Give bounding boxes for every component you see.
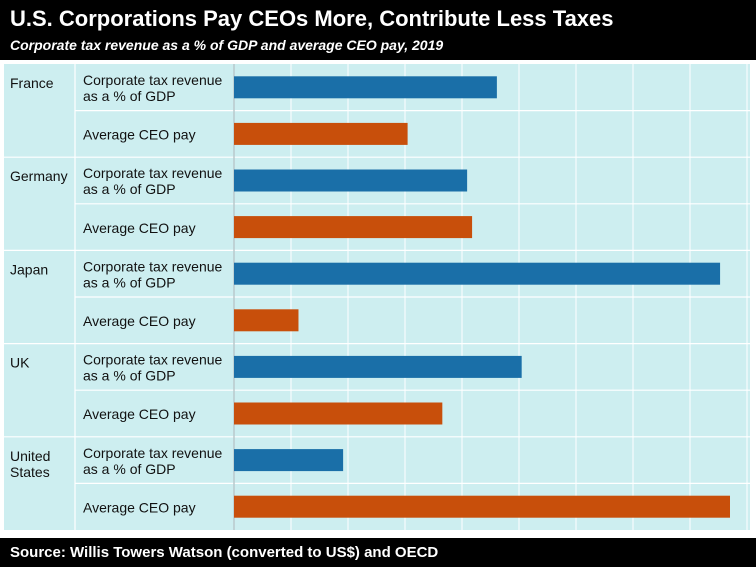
chart-footer: Source: Willis Towers Watson (converted … — [0, 538, 756, 567]
measure-label: Corporate tax revenue as a % of GDP — [83, 445, 223, 477]
country-label: Japan — [10, 261, 48, 277]
chart-header: U.S. Corporations Pay CEOs More, Contrib… — [0, 0, 756, 60]
measure-label: Average CEO pay — [83, 406, 196, 422]
tax-revenue-bar — [234, 169, 468, 192]
tax-revenue-bar — [234, 449, 344, 472]
tax-revenue-bar — [234, 262, 721, 285]
ceo-pay-bar — [234, 216, 473, 239]
country-label: UK — [10, 355, 30, 371]
ceo-pay-bar — [234, 122, 408, 145]
tax-revenue-bar — [234, 355, 522, 378]
country-label: Germany — [10, 168, 68, 184]
chart-title: U.S. Corporations Pay CEOs More, Contrib… — [10, 6, 614, 31]
source-note: Source: Willis Towers Watson (converted … — [10, 544, 439, 561]
tax-revenue-bar — [234, 76, 497, 99]
country-label: United States — [10, 448, 50, 480]
measure-label: Corporate tax revenue as a % of GDP — [83, 165, 223, 197]
measure-label: Average CEO pay — [83, 127, 196, 143]
chart-subtitle: Corporate tax revenue as a % of GDP and … — [10, 37, 444, 53]
measure-label: Average CEO pay — [83, 220, 196, 236]
country-label: France — [10, 75, 54, 91]
measure-label: Corporate tax revenue as a % of GDP — [83, 258, 223, 290]
ceo-pay-bar — [234, 402, 443, 425]
ceo-pay-bar — [234, 309, 299, 332]
measure-label: Corporate tax revenue as a % of GDP — [83, 72, 223, 104]
measure-label: Average CEO pay — [83, 499, 196, 515]
bar-chart: France Corporate tax revenue as a % of GDP… — [4, 64, 750, 530]
measure-label: Average CEO pay — [83, 313, 196, 329]
measure-label: Corporate tax revenue as a % of GDP — [83, 352, 223, 384]
ceo-pay-bar — [234, 495, 730, 518]
